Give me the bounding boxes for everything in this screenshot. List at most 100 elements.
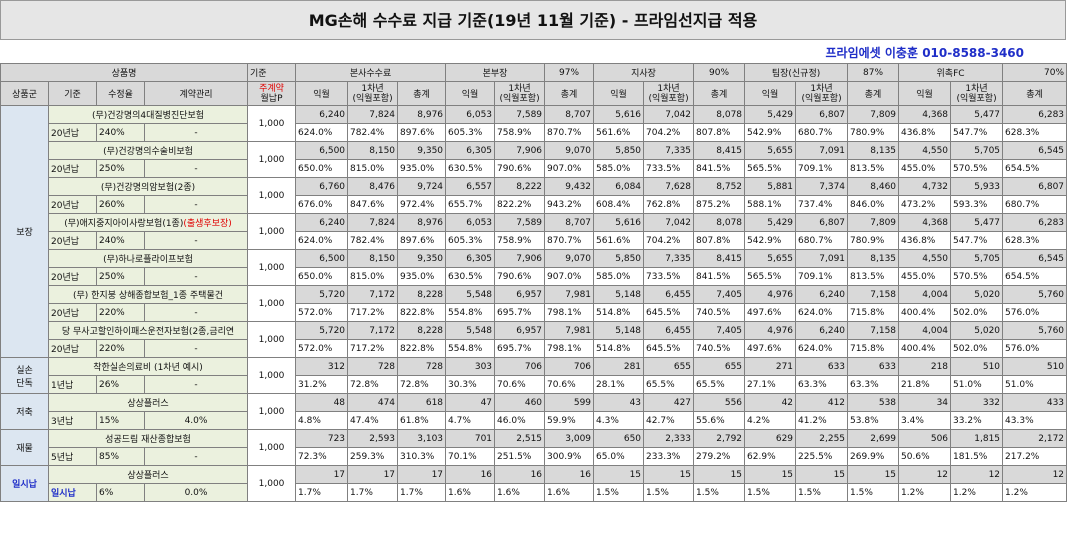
payment-term: 20년납 [48, 267, 97, 286]
commission-percent: 497.6% [744, 303, 797, 322]
commission-percent: 907.0% [544, 159, 595, 178]
product-name-text: (무)건강명의암보험(2종) [100, 183, 196, 193]
total-header: 총계 [693, 81, 746, 106]
commission-amount: 6,084 [593, 177, 645, 196]
commission-percent: 782.4% [347, 231, 399, 250]
commission-amount: 4,550 [898, 249, 952, 268]
commission-percent: 1.2% [950, 483, 1004, 502]
contract-mgmt: - [143, 303, 249, 322]
year1-header: 1차년 (익월포함) [795, 81, 849, 106]
product-rate-row: 5년납 85% - 72.3% 259.3% 310.3% 70.1% 251.5% 300.9… [1, 447, 1068, 466]
commission-percent: 846.0% [847, 195, 900, 214]
premium-base: 1,000 [247, 429, 297, 466]
product-name: (무)건강명의암보험(2종) [47, 177, 249, 196]
commission-amount: 5,705 [950, 249, 1004, 268]
commission-percent: 63.3% [795, 375, 849, 394]
commission-amount: 728 [397, 357, 447, 376]
commission-amount: 8,150 [347, 249, 399, 268]
commission-percent: 709.1% [795, 267, 849, 286]
commission-percent: 740.5% [693, 303, 746, 322]
commission-amount: 633 [795, 357, 849, 376]
commission-percent: 4.7% [445, 411, 496, 430]
commission-percent: 31.2% [295, 375, 349, 394]
product-row: (무) 한지붕 상해종합보험_1종 주택물건 1,000 5,720 7,172 8,2… [1, 285, 1068, 322]
premium-base: 1,000 [247, 105, 297, 142]
commission-amount: 6,455 [643, 321, 695, 340]
commission-percent: 1.7% [295, 483, 349, 502]
contract-mgmt: - [143, 159, 249, 178]
product-name-text: (무)애지중지아이사랑보험(1종) [64, 219, 184, 229]
commission-amount: 8,976 [397, 213, 447, 232]
commission-amount: 5,548 [445, 285, 496, 304]
year1-header: 1차년 (익월포함) [494, 81, 546, 106]
commission-percent: 762.8% [643, 195, 695, 214]
commission-amount: 9,350 [397, 249, 447, 268]
commission-amount: 7,809 [847, 105, 900, 124]
commission-amount: 5,148 [593, 321, 645, 340]
commission-amount: 728 [347, 357, 399, 376]
commission-percent: 41.2% [795, 411, 849, 430]
commission-amount: 6,240 [295, 213, 349, 232]
commission-percent: 897.6% [397, 231, 447, 250]
group-header: 팀장(신규정) [744, 63, 849, 82]
product-rate-row: 20년납 220% -572.0% 717.2% 822.8% 554.8% 695.7% 7… [1, 303, 1068, 322]
commission-amount: 7,335 [643, 141, 695, 160]
product-rate-row: 20년납 240% -624.0% 782.4% 897.6% 605.3% 758.9% 8… [1, 123, 1068, 142]
commission-amount: 271 [744, 357, 797, 376]
commission-amount: 7,628 [643, 177, 695, 196]
commission-percent: 65.0% [593, 447, 645, 466]
commission-amount: 7,589 [494, 105, 546, 124]
commission-percent: 514.8% [593, 339, 645, 358]
commission-percent: 709.1% [795, 159, 849, 178]
product-name-header: 상품명 [0, 63, 249, 82]
product-name-text: (무)하나로플라이프보험 [103, 255, 193, 265]
commission-percent: 65.5% [643, 375, 695, 394]
commission-amount: 3,009 [544, 429, 595, 448]
commission-amount: 5,477 [950, 105, 1004, 124]
product-row: 저축 상상플러스 1,000 48 474 618 47 460 599 43 427 556 42 41… [0, 393, 1068, 430]
commission-amount: 556 [693, 393, 746, 412]
commission-amount: 6,240 [795, 321, 849, 340]
commission-percent: 715.8% [847, 303, 900, 322]
commission-percent: 542.9% [744, 231, 797, 250]
premium-base: 1,000 [247, 285, 297, 322]
year1-header: 1차년 (익월포함) [347, 81, 399, 106]
contract-mgmt: - [143, 195, 249, 214]
premium-base: 1,000 [247, 393, 297, 430]
year1-header-line1: 1차년 [508, 83, 531, 94]
year1-header-line1: 1차년 [965, 83, 988, 94]
product-row: (무)건강명의암보험(2종) 1,000 6,760 8,476 9,724 6,557 8… [1, 177, 1068, 214]
product-rate-row: 20년납 240% -624.0% 782.4% 897.6% 605.3% 758.9% 8… [1, 231, 1068, 250]
commission-percent: 502.0% [950, 303, 1004, 322]
category-cell: 실손 단독 [0, 357, 49, 394]
commission-amount: 650 [593, 429, 645, 448]
product-name: 착한실손의료비 (1차년 예시) [47, 357, 249, 376]
commission-percent: 704.2% [643, 123, 695, 142]
group-header: 본부장 [445, 63, 546, 82]
commission-percent: 740.5% [693, 339, 746, 358]
commission-percent: 51.0% [1002, 375, 1068, 394]
commission-amount: 460 [494, 393, 546, 412]
commission-percent: 21.8% [898, 375, 952, 394]
commission-percent: 650.0% [295, 267, 349, 286]
commission-percent: 1.7% [397, 483, 447, 502]
commission-amount: 618 [397, 393, 447, 412]
commission-percent: 514.8% [593, 303, 645, 322]
commission-percent: 62.9% [744, 447, 797, 466]
commission-amount: 7,405 [693, 321, 746, 340]
group-rate: 97% [544, 63, 595, 82]
commission-amount: 9,070 [544, 249, 595, 268]
month-header: 익월 [744, 81, 797, 106]
commission-amount: 7,906 [494, 249, 546, 268]
commission-percent: 654.5% [1002, 159, 1068, 178]
commission-amount: 433 [1002, 393, 1068, 412]
commission-amount: 8,135 [847, 141, 900, 160]
page-title: MG손해 수수료 지급 기준(19년 11월 기준) - 프라임선지급 적용 [0, 0, 1066, 40]
commission-percent: 61.8% [397, 411, 447, 430]
commission-percent: 51.0% [950, 375, 1004, 394]
commission-amount: 2,172 [1002, 429, 1068, 448]
commission-percent: 43.3% [1002, 411, 1068, 430]
commission-percent: 972.4% [397, 195, 447, 214]
payment-term: 20년납 [48, 159, 97, 178]
commission-percent: 42.7% [643, 411, 695, 430]
